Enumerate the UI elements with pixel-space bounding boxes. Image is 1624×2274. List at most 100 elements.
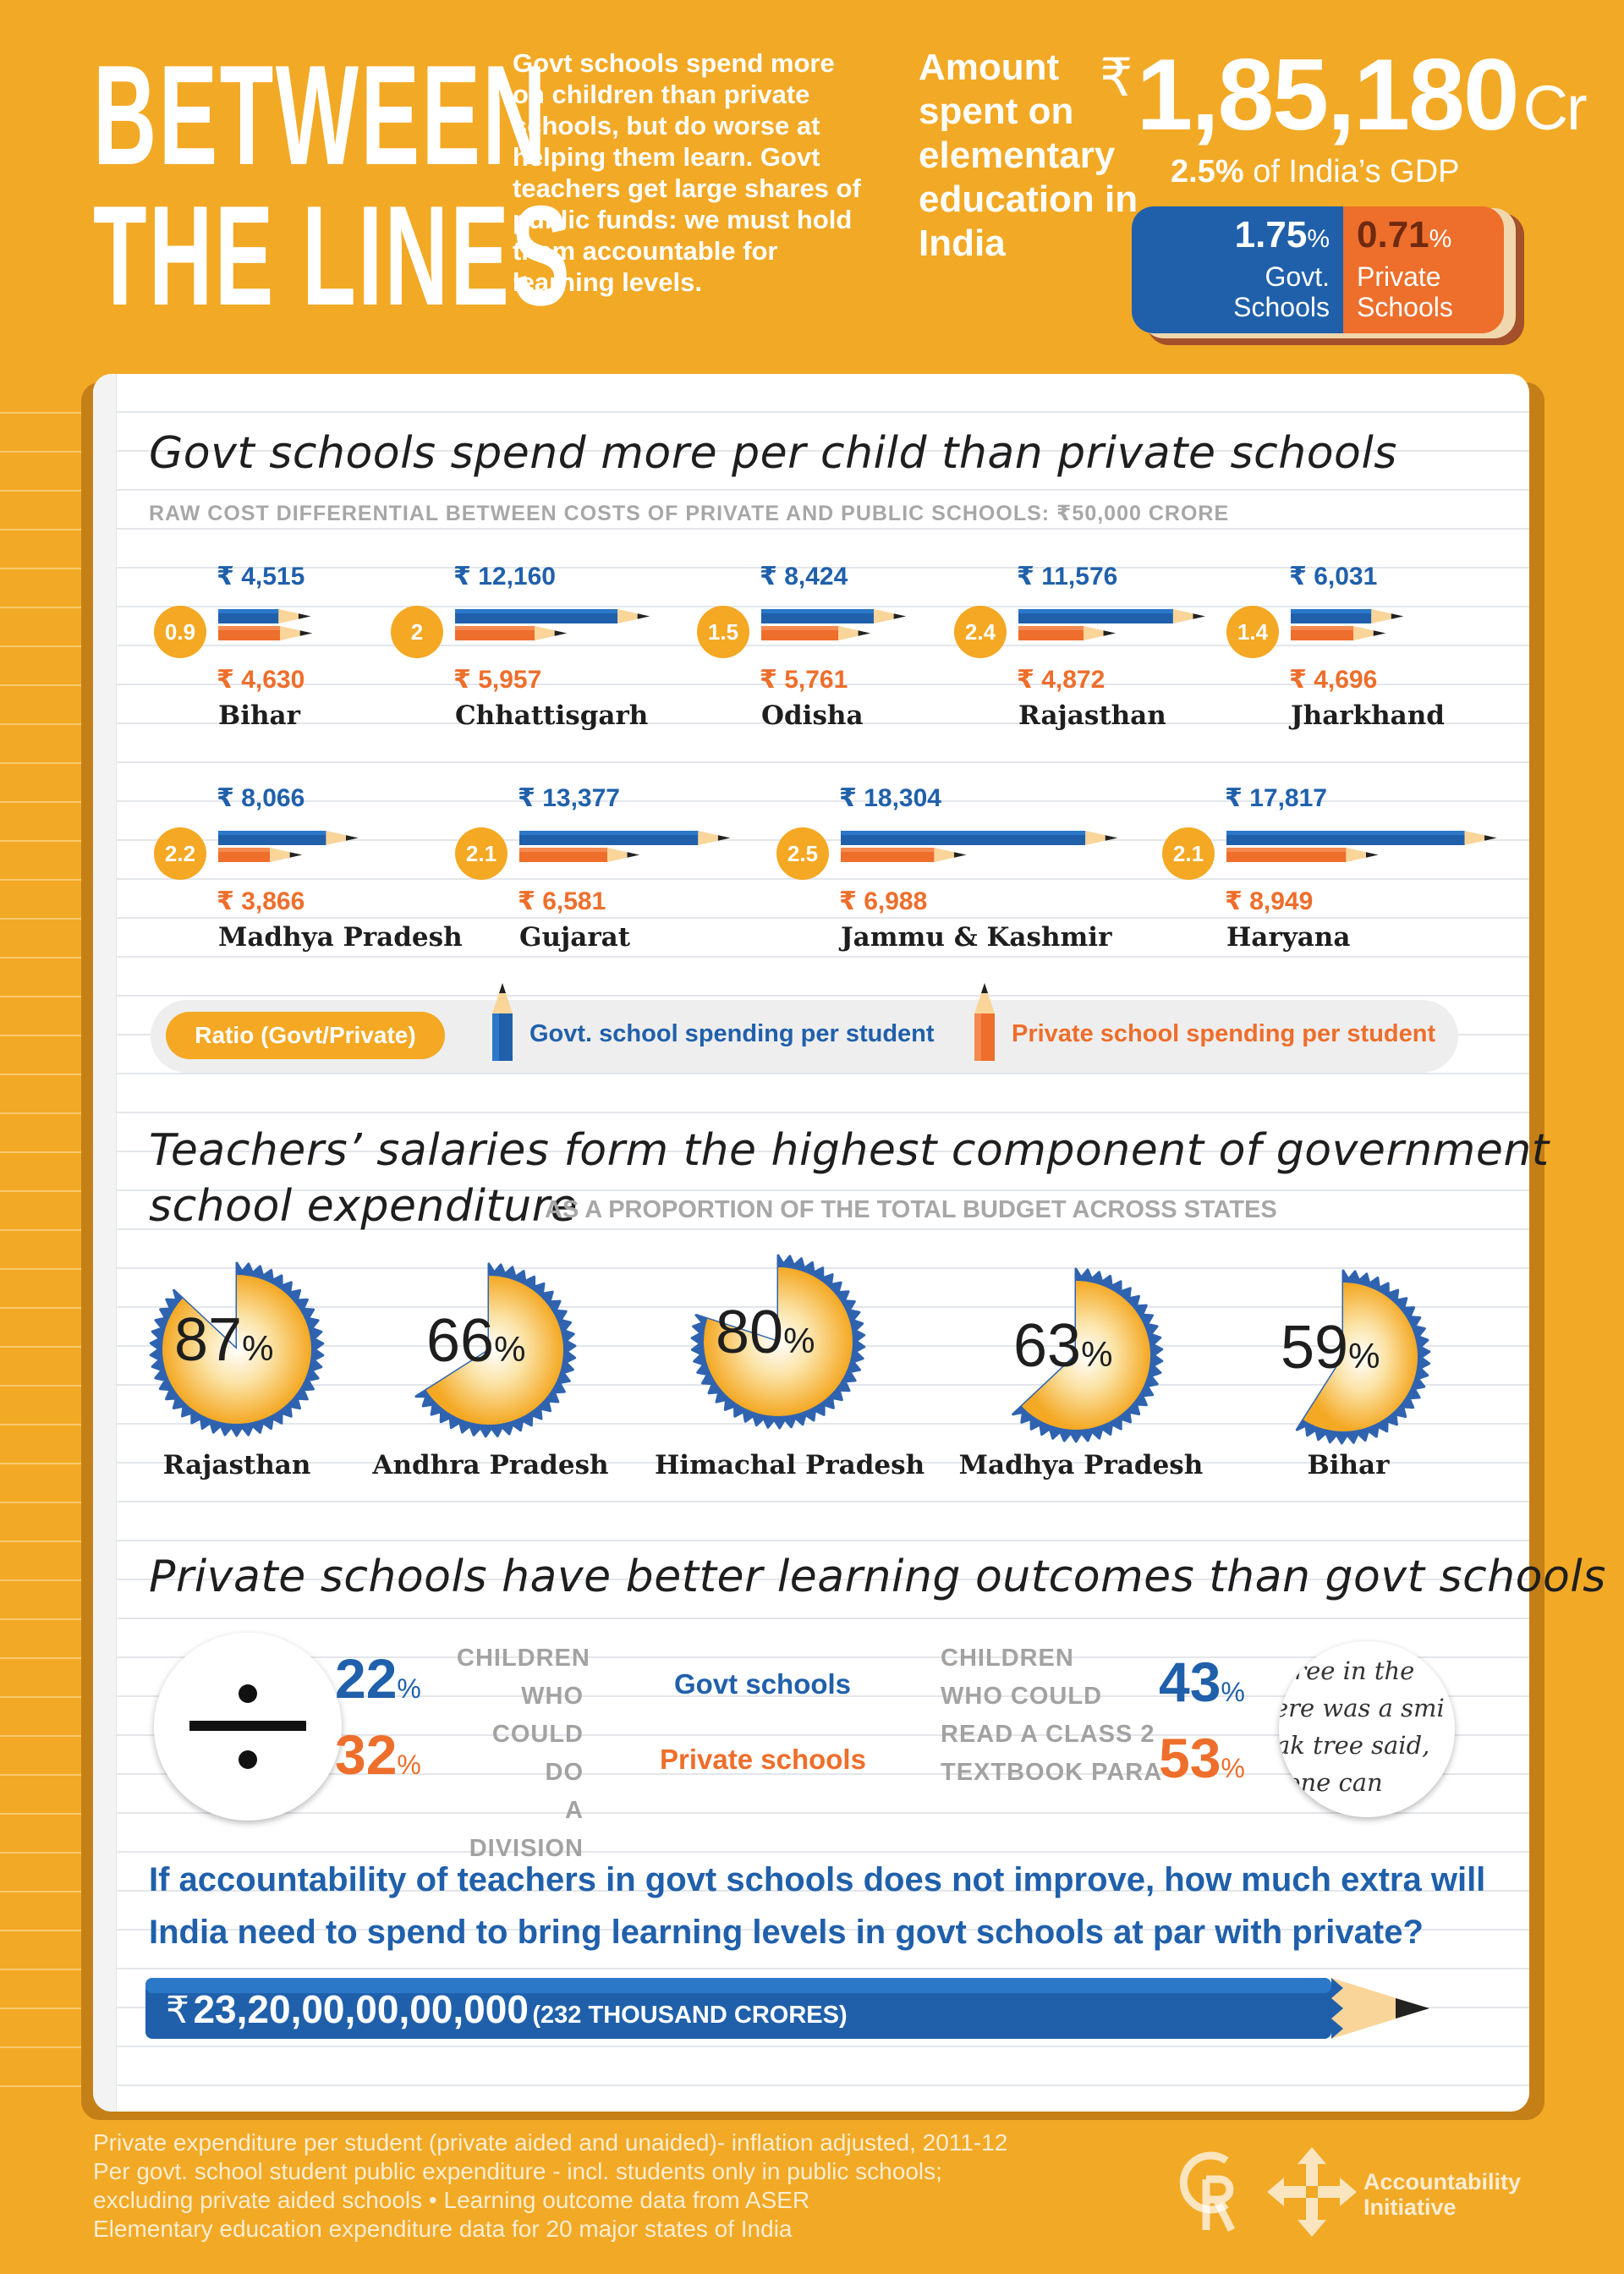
salary-share-num: 80 [716, 1299, 784, 1366]
gdp-split-govt: 1.75% Govt. Schools [1132, 206, 1345, 333]
ratio-badge: 2.2 [154, 827, 206, 880]
amount-number: 1,85,180 [1136, 38, 1519, 151]
private-spend-label: ₹ 4,872 [1017, 666, 1106, 694]
reading-label-line: READ A CLASS 2 [941, 1721, 1155, 1748]
footer-note: Elementary education expenditure data fo… [93, 2216, 793, 2242]
gdp-split-govt-pct: 1.75% [1132, 213, 1330, 261]
state-name: Haryana [1226, 922, 1351, 953]
legend-govt: Govt. school spending per student [529, 1020, 935, 1047]
govt-spend-pencil [1018, 609, 1205, 623]
notebook-panel [93, 374, 1529, 2112]
state-name: Chhattisgarh [455, 700, 649, 731]
salary-share-sym: % [242, 1328, 274, 1368]
private-spend-label: ₹ 6,988 [839, 887, 928, 915]
section1-title: Govt schools spend more per child than p… [149, 428, 1397, 479]
footer-note: excluding private aided schools • Learni… [93, 2187, 810, 2213]
private-spend-pencil [1226, 848, 1379, 862]
govt-spend-pencil [1226, 831, 1497, 845]
amount-label: Amount spent on elementary education in … [919, 47, 1138, 264]
private-spend-label: ₹ 8,949 [1225, 887, 1314, 915]
legend-ratio: Ratio (Govt/Private) [166, 1012, 445, 1059]
salary-share-pie [149, 1261, 325, 1437]
govt-spend-pencil [519, 831, 731, 845]
gdp-share-text: of India’s GDP [1253, 154, 1460, 190]
legend-private: Private school spending per student [1012, 1020, 1436, 1047]
govt-spend-pencil [841, 831, 1118, 845]
division-govt-pct: 22% [335, 1646, 421, 1711]
notebook-margin [93, 374, 117, 2112]
gdp-share: 2.5% of India’s GDP [1171, 154, 1460, 190]
cpr-logo [1179, 2151, 1236, 2233]
division-private-sym: % [397, 1749, 421, 1780]
gdp-split-private-label2: Schools [1357, 292, 1453, 322]
govt-spend-pencil [218, 609, 311, 623]
govt-spend-label: ₹ 4,515 [217, 563, 305, 590]
gdp-share-pct: 2.5% [1171, 154, 1244, 190]
extra-spend-pencil [145, 1978, 1429, 2039]
footer-note: Per govt. school student public expendit… [93, 2158, 942, 2184]
private-spend-label: ₹ 4,696 [1289, 666, 1378, 694]
salary-share-pie [1012, 1267, 1164, 1443]
textbook-icon-circle: cree in the ere was a smi ak tree said, … [1279, 1641, 1455, 1817]
reading-label-line: TEXTBOOK PARA [941, 1759, 1163, 1786]
govt-spend-pencil [1291, 609, 1404, 623]
salary-share-num: 63 [1013, 1312, 1082, 1380]
salary-share-pie [414, 1262, 577, 1438]
ratio-badge: 2.1 [1162, 827, 1215, 880]
legend-govt-pencil-icon [492, 983, 513, 1061]
private-spend-pencil [218, 626, 313, 640]
amount-unit: Cr [1522, 73, 1588, 143]
gdp-split-govt-num: 1.75 [1234, 214, 1308, 255]
salary-share-sym: % [783, 1321, 815, 1360]
reading-govt-pct: 43% [1159, 1650, 1245, 1714]
question-line1: If accountability of teachers in govt sc… [149, 1861, 1486, 1898]
govt-spend-pencil [761, 609, 907, 623]
private-spend-pencil [1018, 626, 1116, 640]
salary-share-pie [690, 1254, 866, 1430]
state-name: Odisha [761, 700, 864, 731]
extra-spend-amount: ₹ 23,20,00,00,00,000 (232 THOUSAND CRORE… [166, 1986, 848, 2032]
textbook-text-line: one can [1286, 1768, 1383, 1797]
amount-value: ₹1,85,180Cr [1100, 44, 1588, 146]
private-spend-pencil [761, 626, 871, 640]
division-govt-num: 22 [335, 1647, 398, 1710]
extra-spend-rupee: ₹ [166, 1990, 189, 2031]
extra-spend-number: 23,20,00,00,00,000 [193, 1987, 529, 2031]
state-name: Jammu & Kashmir [841, 922, 1112, 953]
footer-notes: Private expenditure per student (private… [93, 2128, 1007, 2244]
salary-share-num: 59 [1281, 1314, 1349, 1381]
private-spend-pencil [519, 848, 639, 862]
division-private-pct: 32% [335, 1722, 421, 1787]
reading-label-line: CHILDREN [941, 1645, 1074, 1672]
salary-share-state: Rajasthan [162, 1450, 311, 1480]
legend-private-pencil-icon [974, 983, 995, 1061]
reading-label: CHILDREN WHO COULD READ A CLASS 2 TEXTBO… [941, 1640, 1162, 1792]
govt-spend-label: ₹ 17,817 [1225, 784, 1327, 812]
gdp-split-govt-label1: Govt. [1265, 261, 1330, 292]
gdp-split-private-num: 0.71 [1357, 214, 1429, 255]
section2-title-line2: school expenditure [149, 1181, 579, 1232]
gdp-split-private-label1: Private [1357, 261, 1441, 292]
reading-label-line: WHO COULD [941, 1683, 1103, 1710]
ratio-badge: 2 [391, 606, 443, 658]
ratio-badge: 2.5 [776, 827, 829, 880]
state-name: Madhya Pradesh [218, 922, 463, 953]
govt-spend-label: ₹ 12,160 [453, 563, 556, 590]
salary-share-pct: 87% [174, 1305, 273, 1375]
ratio-badge: 0.9 [154, 606, 206, 658]
salary-share-num: 66 [426, 1307, 495, 1375]
ratio-badge: 2.1 [455, 827, 508, 880]
section2-title-line1: Teachers’ salaries form the highest comp… [149, 1125, 1550, 1176]
division-label-line: WHO [521, 1683, 584, 1710]
division-label-line: A DIVISION [469, 1797, 584, 1862]
gdp-split-private-pct: 0.71% [1357, 213, 1504, 261]
salary-share-pie [1295, 1269, 1431, 1445]
logo-text-line2: Initiative [1363, 2194, 1457, 2220]
gdp-split-govt-label2: Schools [1233, 292, 1330, 322]
govt-spend-pencil [455, 609, 650, 623]
private-spend-pencil [1291, 626, 1386, 640]
state-name: Jharkhand [1291, 700, 1445, 731]
govt-spend-label: ₹ 8,066 [217, 784, 305, 812]
division-label: CHILDREN WHO COULD DO A DIVISION [457, 1640, 590, 1868]
extra-spend-note: (232 THOUSAND CRORES) [532, 2002, 848, 2029]
